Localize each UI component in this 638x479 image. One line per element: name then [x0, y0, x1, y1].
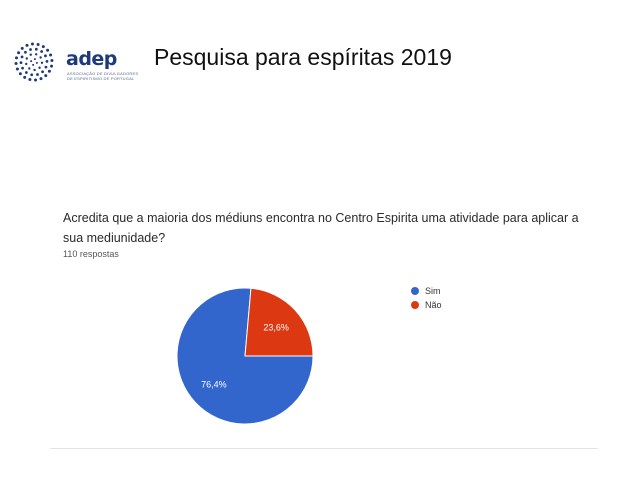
globe-dot [30, 60, 33, 63]
globe-dot [25, 62, 28, 66]
globe-dot [34, 53, 38, 56]
globe-dot [36, 42, 40, 46]
globe-dot [29, 53, 32, 56]
globe-dot [40, 61, 44, 65]
logo-wordmark: adep [66, 48, 117, 70]
globe-dot [34, 78, 38, 82]
pie-slice-nao [244, 287, 314, 357]
logo-subtitle-line1: ASSOCIAÇÃO DE DIVULGADORES [67, 71, 139, 76]
globe-dot [47, 69, 51, 73]
adep-logo: adep ASSOCIAÇÃO DE DIVULGADORES DE ESPIR… [14, 42, 138, 86]
logo-subtitle-line2: DE ESPIRITISMO DE PORTUGAL [67, 76, 135, 81]
globe-dot [25, 57, 28, 60]
globe-dot [32, 63, 35, 66]
globe-dot [34, 47, 38, 51]
globe-dot [49, 53, 53, 57]
globe-dot [28, 78, 32, 82]
globe-dot [44, 54, 47, 58]
globe-dot [33, 58, 36, 61]
globe-dot [40, 50, 44, 53]
legend-item-sim: Sim [411, 284, 442, 298]
globe-dot [36, 73, 39, 76]
globe-dot [30, 73, 34, 77]
globe-dot [45, 60, 49, 63]
globe-dot [50, 64, 54, 68]
legend-label-nao: Não [425, 300, 442, 310]
survey-question: Acredita que a maioria dos médiuns encon… [63, 211, 579, 245]
chart-legend: Sim Não [411, 284, 442, 312]
pie-label-sim: 76,4% [201, 379, 227, 389]
globe-dot [41, 45, 45, 49]
dotted-globe-icon [14, 42, 54, 82]
globe-dot [20, 46, 24, 50]
globe-dot [50, 58, 54, 62]
globe-dot [39, 77, 43, 81]
globe-dot [35, 61, 38, 64]
bottom-divider [50, 448, 598, 449]
pie-slice-sim [176, 287, 314, 425]
globe-dot [21, 66, 24, 70]
globe-dot [41, 70, 44, 74]
globe-dot [17, 51, 21, 55]
globe-dot [19, 61, 23, 64]
globe-dot [33, 68, 36, 72]
globe-dot [20, 55, 24, 59]
legend-swatch-nao [411, 301, 419, 309]
globe-dot [25, 43, 29, 47]
globe-dot [14, 56, 18, 60]
globe-dot [15, 67, 19, 71]
response-count: 110 respostas [63, 249, 119, 259]
globe-dot [24, 50, 27, 54]
globe-dot [14, 62, 18, 66]
globe-dot [24, 71, 28, 74]
legend-label-sim: Sim [425, 286, 441, 296]
globe-dot [28, 67, 31, 70]
globe-dot [44, 74, 48, 78]
legend-item-nao: Não [411, 298, 442, 312]
globe-dot [30, 42, 34, 46]
globe-dot [29, 48, 32, 51]
globe-dot [39, 56, 42, 59]
globe-dot [23, 75, 27, 79]
page-title: Pesquisa para espíritas 2019 [154, 44, 452, 70]
legend-swatch-sim [411, 287, 419, 295]
pie-label-nao: 23,6% [263, 323, 289, 333]
globe-dot [38, 66, 41, 69]
globe-dot [44, 65, 48, 69]
globe-dot [18, 72, 22, 76]
globe-dot [46, 48, 50, 52]
pie-chart: 76,4% 23,6% [176, 287, 314, 425]
